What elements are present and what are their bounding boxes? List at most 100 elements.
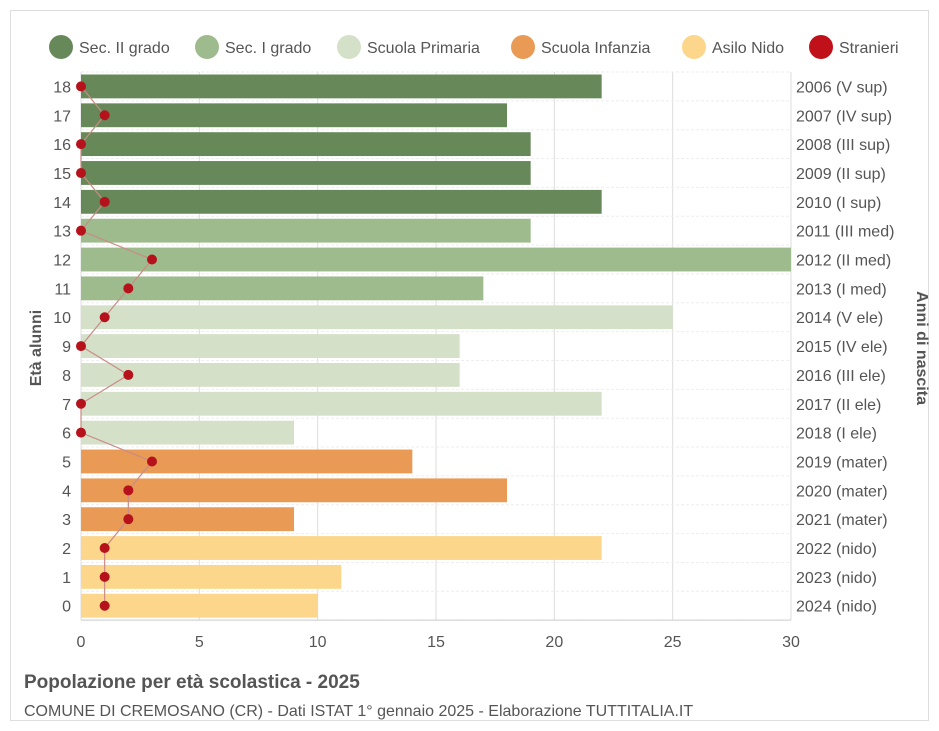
stranieri-point: [147, 254, 157, 265]
y-tick-label-year: 2011 (III med): [796, 224, 894, 241]
stranieri-point: [99, 600, 110, 611]
y-tick-label-year: 2006 (V sup): [796, 79, 888, 96]
bar: [81, 449, 413, 474]
bar: [81, 391, 602, 416]
y-tick-label-year: 2021 (mater): [796, 512, 888, 529]
y-tick-label-age: 4: [62, 483, 71, 500]
y-tick-label-year: 2019 (mater): [796, 454, 888, 471]
legend-marker: [809, 35, 833, 59]
legend: Sec. II grado Sec. I grado Scuola Primaria…: [49, 35, 899, 59]
stranieri-point: [99, 543, 110, 554]
x-tick-label: 20: [545, 634, 563, 651]
stranieri-point: [99, 110, 110, 121]
y-tick-label-age: 18: [53, 79, 71, 96]
bar: [81, 132, 531, 157]
y-tick-label-year: 2008 (III sup): [796, 137, 890, 154]
y-tick-label-age: 11: [54, 281, 71, 298]
stranieri-point: [123, 514, 134, 525]
y-tick-label-age: 14: [53, 195, 71, 212]
x-tick-label: 30: [782, 634, 800, 651]
stranieri-point: [76, 81, 86, 92]
y-tick-label-age: 1: [62, 570, 71, 587]
y-tick-label-age: 13: [53, 224, 71, 241]
legend-label: Scuola Primaria: [367, 40, 480, 57]
y-tick-label-year: 2020 (mater): [796, 483, 888, 500]
bar: [81, 564, 342, 589]
y-tick-label-age: 5: [62, 454, 71, 471]
stranieri-point: [123, 485, 134, 496]
chart-subtitle: COMUNE DI CREMOSANO (CR) - Dati ISTAT 1°…: [24, 703, 694, 720]
stranieri-point: [123, 369, 134, 380]
stranieri-point: [76, 398, 86, 409]
y-axis-title-left: Età alunni: [28, 310, 45, 386]
bar: [81, 420, 294, 445]
bar: [81, 276, 484, 301]
y-tick-label-age: 16: [53, 137, 71, 154]
y-tick-label-year: 2016 (III ele): [796, 368, 886, 385]
stranieri-point: [76, 167, 86, 178]
y-tick-label-year: 2017 (II ele): [796, 397, 881, 414]
y-tick-label-year: 2018 (I ele): [796, 426, 877, 443]
legend-label: Sec. I grado: [225, 40, 311, 57]
y-tick-label-year: 2024 (nido): [796, 599, 877, 616]
legend-marker: [511, 35, 535, 59]
x-tick-label: 0: [77, 634, 86, 651]
y-tick-label-age: 3: [62, 512, 71, 529]
stranieri-point: [76, 427, 86, 438]
x-tick-label: 5: [195, 634, 204, 651]
legend-marker: [337, 35, 361, 59]
stranieri-point: [123, 283, 134, 294]
y-tick-label-age: 6: [62, 426, 71, 443]
bar: [81, 334, 460, 358]
y-tick-label-year: 2015 (IV ele): [796, 339, 888, 356]
bar: [81, 363, 460, 387]
stranieri-point: [76, 139, 86, 150]
legend-marker: [195, 35, 219, 59]
x-tick-label: 25: [664, 634, 682, 651]
y-tick-label-year: 2022 (nido): [796, 541, 877, 558]
stranieri-point: [76, 341, 86, 352]
stranieri-point: [147, 456, 157, 467]
y-tick-label-age: 15: [53, 166, 71, 183]
bar: [81, 247, 791, 272]
bar: [81, 478, 507, 503]
legend-marker: [49, 35, 73, 59]
x-tick-label: 10: [309, 634, 327, 651]
stranieri-point: [99, 312, 110, 323]
y-tick-label-year: 2023 (nido): [796, 570, 877, 587]
y-tick-label-year: 2012 (II med): [796, 253, 891, 270]
y-tick-label-age: 8: [62, 368, 71, 385]
bars: [81, 74, 791, 618]
bar: [81, 593, 318, 618]
legend-label: Scuola Infanzia: [541, 40, 651, 57]
stranieri-point: [99, 196, 110, 207]
y-axis-title-right: Anni di nascita: [913, 291, 930, 405]
y-tick-label-year: 2014 (V ele): [796, 310, 883, 327]
y-tick-label-age: 12: [53, 253, 71, 270]
bar: [81, 305, 673, 330]
x-tick-label: 15: [427, 634, 445, 651]
legend-label: Stranieri: [839, 40, 899, 57]
axes: 0 5 10 15 20 25 301817161514131211109876543210…: [28, 79, 930, 651]
stranieri-series: [76, 81, 157, 611]
legend-label: Asilo Nido: [712, 40, 784, 57]
y-tick-label-age: 0: [62, 599, 71, 616]
chart-title: Popolazione per età scolastica - 2025: [24, 672, 360, 693]
bar: [81, 74, 602, 99]
y-tick-label-age: 2: [62, 541, 71, 558]
legend-marker: [682, 35, 706, 59]
y-tick-label-year: 2013 (I med): [796, 281, 887, 298]
bar: [81, 218, 531, 243]
legend-label: Sec. II grado: [79, 40, 170, 57]
y-tick-label-year: 2010 (I sup): [796, 195, 881, 212]
bar: [81, 507, 294, 532]
y-tick-label-age: 9: [62, 339, 71, 356]
y-tick-label-year: 2009 (II sup): [796, 166, 886, 183]
y-tick-label-year: 2007 (IV sup): [796, 108, 892, 125]
stranieri-point: [76, 225, 86, 236]
stranieri-point: [99, 571, 110, 582]
bar: [81, 161, 531, 185]
bar: [81, 103, 507, 128]
bar: [81, 536, 602, 560]
